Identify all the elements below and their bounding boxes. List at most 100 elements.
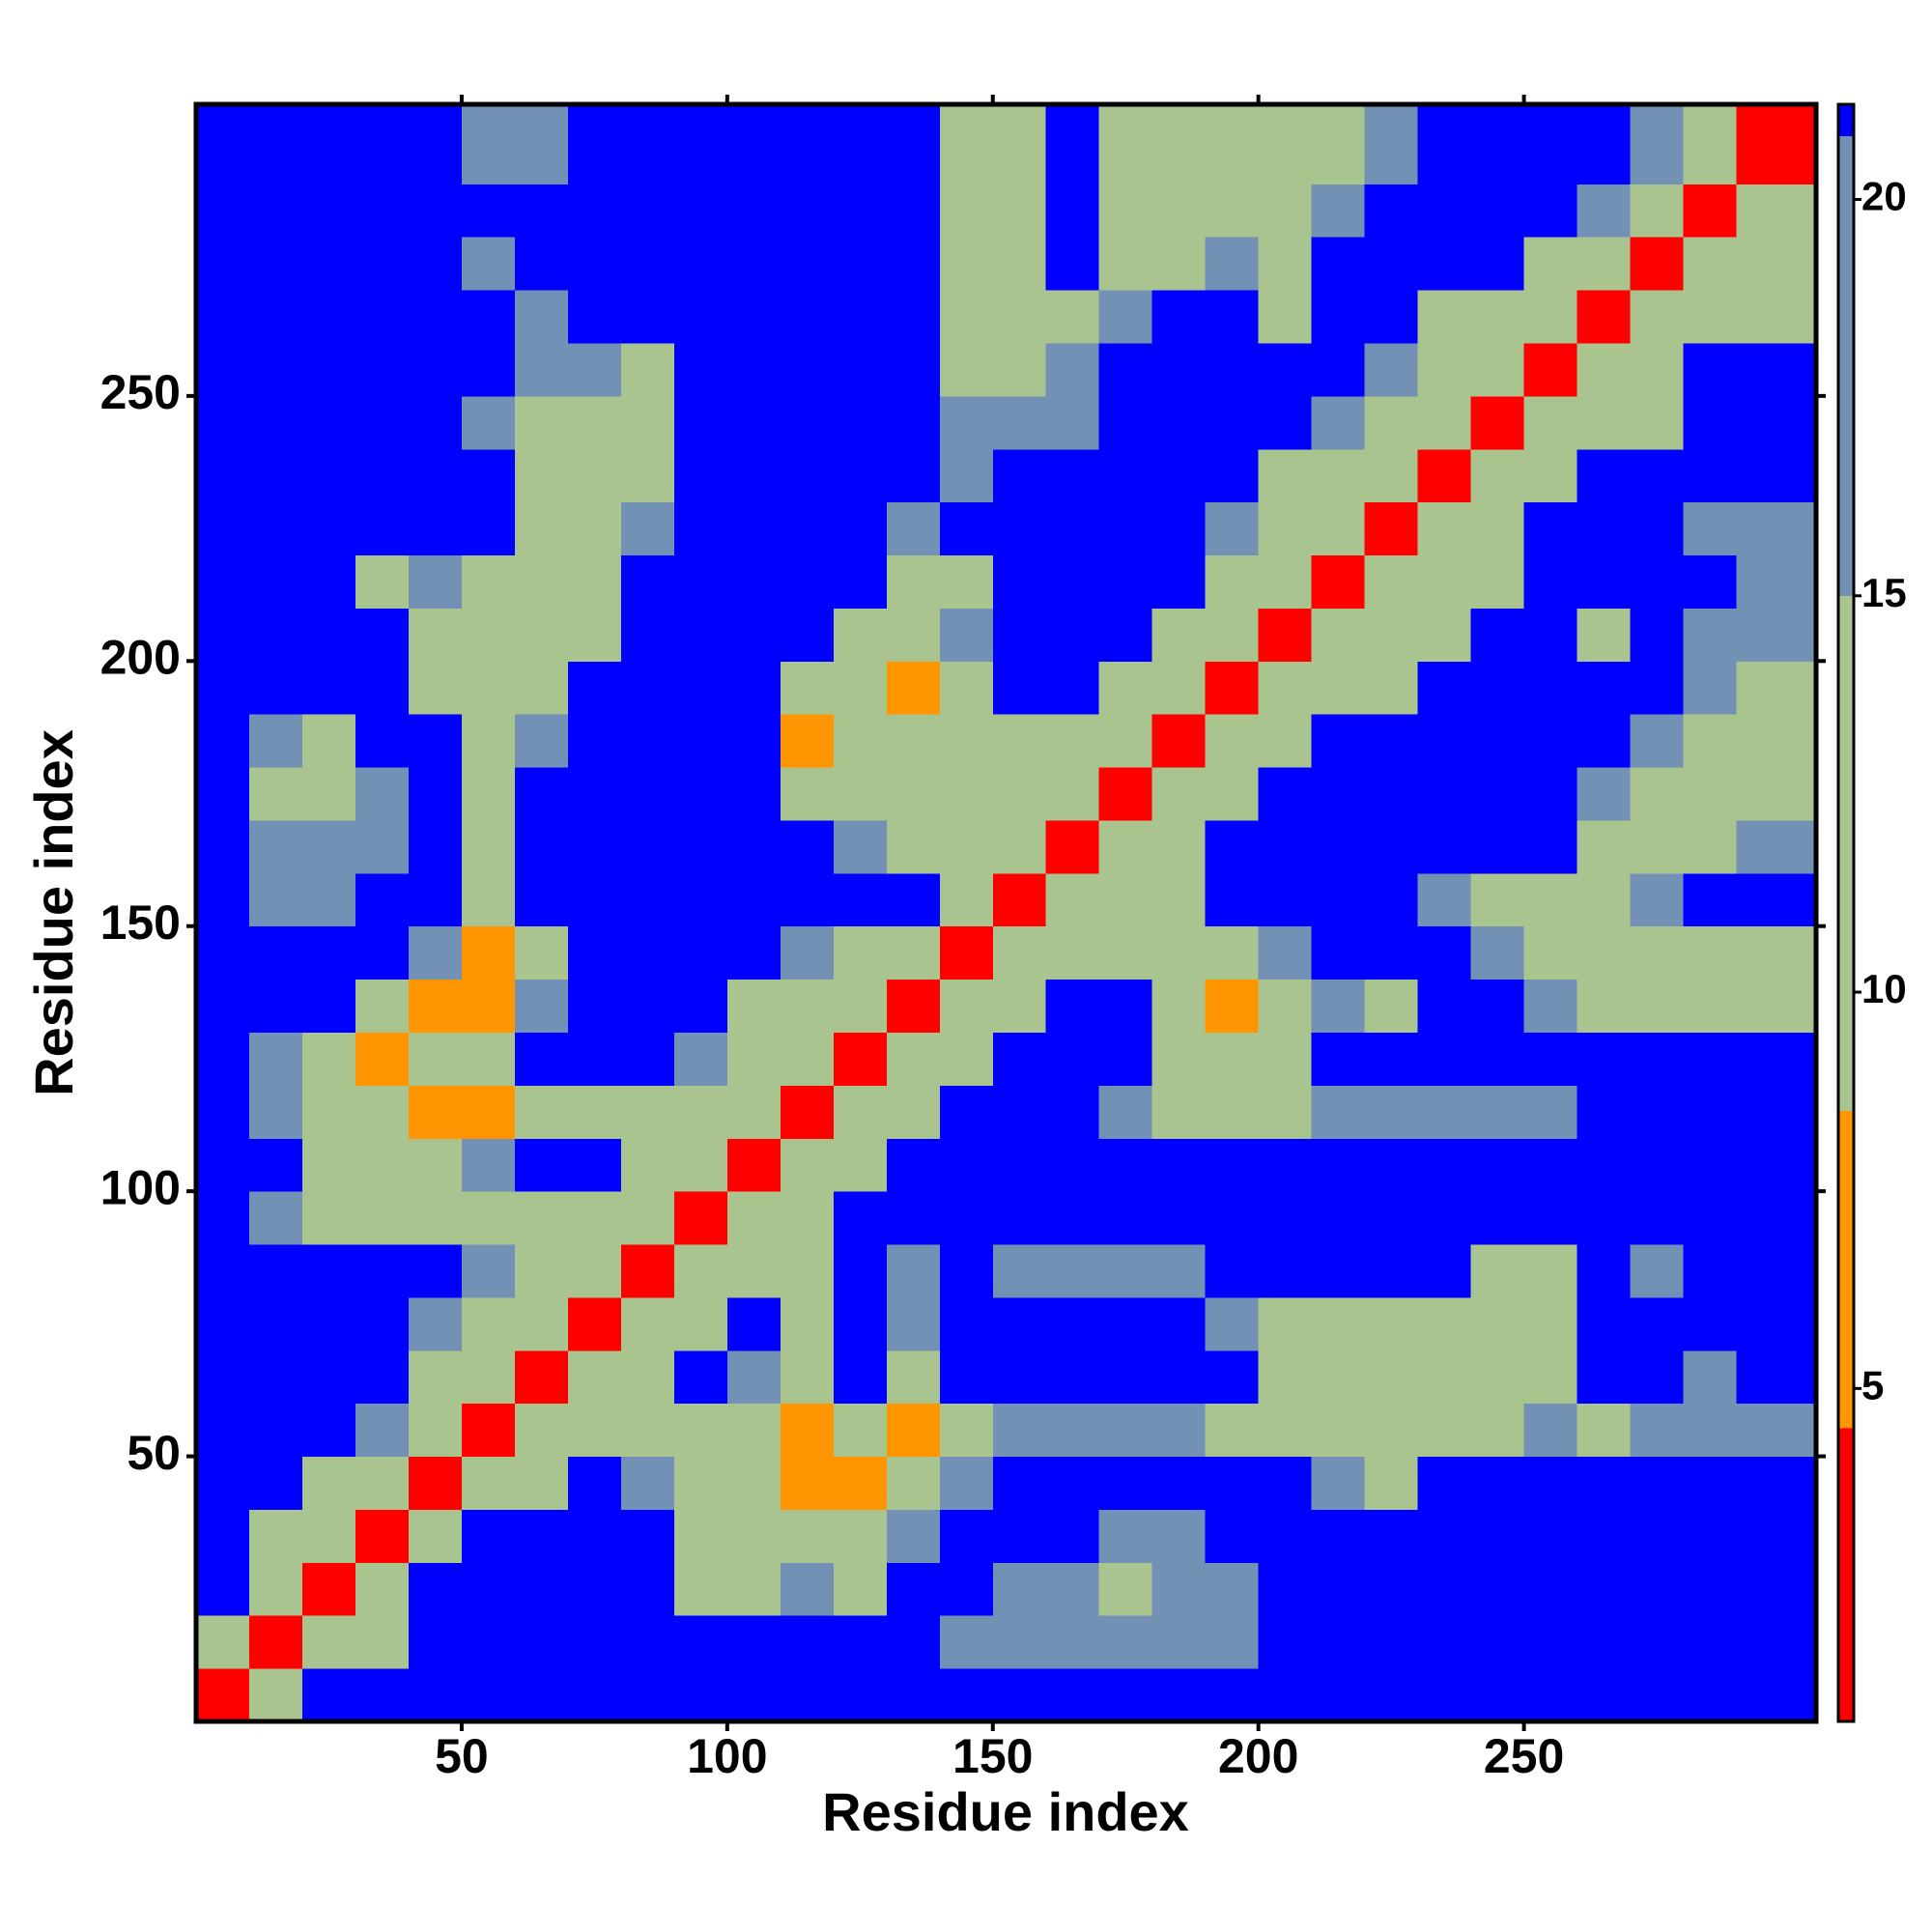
heatmap-cell [408, 1138, 463, 1192]
heatmap-cell [1258, 1350, 1313, 1405]
heatmap-cell [1098, 1296, 1153, 1351]
heatmap-cell [1470, 1191, 1525, 1245]
heatmap-cell [726, 608, 781, 662]
heatmap-cell [1205, 1032, 1260, 1086]
heatmap-cell [1098, 767, 1153, 821]
heatmap-cell [567, 237, 622, 291]
heatmap-cell [1470, 979, 1525, 1033]
heatmap-cell [939, 554, 994, 609]
heatmap-cell [514, 872, 569, 927]
heatmap-cell [248, 342, 303, 397]
colorbar-tick-label: 10 [1861, 966, 1907, 1011]
heatmap-cell [1151, 1296, 1207, 1351]
heatmap-cell [514, 819, 569, 874]
heatmap-cell [1205, 395, 1260, 450]
heatmap-cell [1470, 1350, 1525, 1405]
heatmap-cell [301, 714, 356, 768]
heatmap-cell [1364, 661, 1419, 715]
heatmap-cell [196, 1615, 250, 1669]
heatmap-cell [1470, 448, 1525, 503]
heatmap-cell [1258, 1403, 1313, 1458]
heatmap-cell [1630, 342, 1685, 397]
heatmap-cell [408, 1244, 463, 1298]
heatmap-cell [1577, 819, 1632, 874]
heatmap-cell [1258, 1562, 1313, 1616]
heatmap-cell [1523, 1562, 1578, 1616]
heatmap-cell [1577, 661, 1632, 715]
heatmap-cell [1045, 1191, 1100, 1245]
heatmap-cell [1098, 342, 1153, 397]
heatmap-cell [1577, 448, 1632, 503]
heatmap-cell [567, 104, 622, 185]
heatmap-cell [301, 1668, 356, 1722]
heatmap-cell [301, 1350, 356, 1405]
heatmap-cell [780, 661, 835, 715]
heatmap-cell [939, 1562, 994, 1616]
heatmap-cell [726, 1562, 781, 1616]
heatmap-cell [886, 1085, 941, 1139]
heatmap-cell [1417, 1085, 1472, 1139]
heatmap-cell [726, 1085, 781, 1139]
heatmap-cell [1151, 1456, 1207, 1510]
heatmap-cell [1523, 714, 1578, 768]
heatmap-cell [514, 501, 569, 556]
y-tick-label: 200 [100, 630, 181, 684]
heatmap-cells [196, 104, 1817, 1722]
heatmap-cell [355, 1296, 410, 1351]
heatmap-cell [567, 1085, 622, 1139]
heatmap-cell [620, 767, 675, 821]
heatmap-cell [1205, 1244, 1260, 1298]
heatmap-cell [408, 819, 463, 874]
colorbar-band [1838, 135, 1854, 596]
heatmap-cell [1151, 1350, 1207, 1405]
heatmap-cell [567, 1244, 622, 1298]
heatmap-cell [1630, 1296, 1685, 1351]
heatmap-cell [992, 342, 1047, 397]
heatmap-cell [1417, 104, 1472, 185]
heatmap-cell [408, 1668, 463, 1722]
heatmap-cell [886, 1350, 941, 1405]
heatmap-cell [1523, 819, 1578, 874]
heatmap-cell [1523, 1350, 1578, 1405]
heatmap-cell [1736, 237, 1817, 291]
heatmap-cell [301, 395, 356, 450]
heatmap-cell [1311, 501, 1366, 556]
heatmap-cell [726, 1456, 781, 1510]
heatmap-cell [1311, 608, 1366, 662]
heatmap-cell [1205, 290, 1260, 344]
heatmap-cell [780, 1032, 835, 1086]
heatmap-cell [939, 767, 994, 821]
heatmap-cell [1736, 1138, 1817, 1192]
heatmap-cell [567, 1032, 622, 1086]
heatmap-cell [355, 872, 410, 927]
heatmap-cell [1205, 554, 1260, 609]
heatmap-cell [1736, 395, 1817, 450]
heatmap-cell [1630, 661, 1685, 715]
heatmap-cell [514, 1403, 569, 1458]
heatmap-cell [1311, 714, 1366, 768]
heatmap-cell [1364, 237, 1419, 291]
heatmap-cell [408, 342, 463, 397]
heatmap-cell [1630, 395, 1685, 450]
heatmap-cell [886, 1191, 941, 1245]
heatmap-cell [780, 608, 835, 662]
heatmap-cell [514, 1085, 569, 1139]
heatmap-cell [196, 1138, 250, 1192]
heatmap-cell [1364, 1562, 1419, 1616]
heatmap-cell [1205, 104, 1260, 185]
heatmap-cell [1098, 925, 1153, 980]
heatmap-cell [1577, 395, 1632, 450]
heatmap-cell [992, 1296, 1047, 1351]
heatmap-cell [992, 608, 1047, 662]
heatmap-cell [833, 237, 888, 291]
heatmap-cell [833, 819, 888, 874]
heatmap-cell [1683, 1350, 1738, 1405]
heatmap-cell [1523, 1668, 1578, 1722]
heatmap-cell [620, 1562, 675, 1616]
heatmap-cell [1523, 979, 1578, 1033]
heatmap-cell [1630, 1615, 1685, 1669]
heatmap-cell [1205, 661, 1260, 715]
y-tick-label: 150 [100, 895, 181, 950]
heatmap-cell [1098, 608, 1153, 662]
heatmap-cell [1151, 1562, 1207, 1616]
